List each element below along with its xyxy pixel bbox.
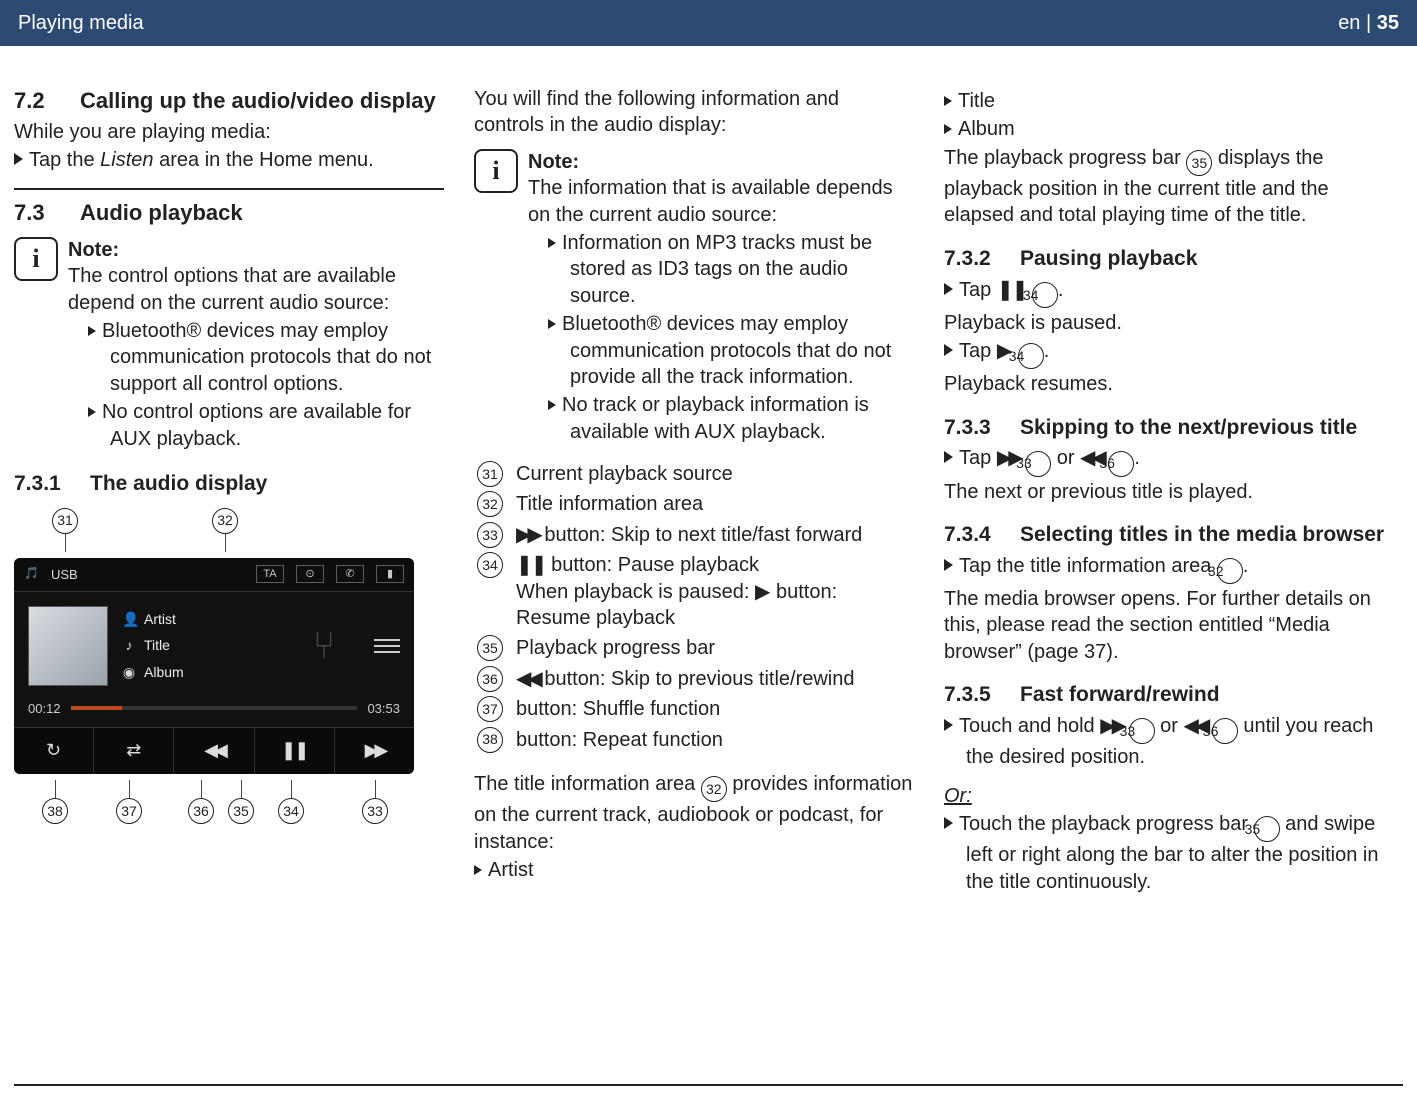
- or-label: Or:: [944, 783, 1403, 809]
- legend-33: 33 button: Skip to next title/fast forwa…: [474, 522, 914, 548]
- callout-36: 36: [188, 798, 214, 824]
- repeat-button[interactable]: ↻: [14, 728, 94, 774]
- while-playing: While you are playing media:: [14, 119, 444, 145]
- album-icon: ◉: [122, 663, 136, 681]
- fast-forward-icon: [516, 524, 539, 546]
- bullet-icon: [88, 407, 96, 417]
- legend-37: 37 button: Shuffle function: [474, 696, 914, 722]
- ta-badge: TA: [256, 565, 284, 583]
- callout-35: 35: [228, 798, 254, 824]
- heading-7-3-2: 7.3.2Pausing playback: [944, 245, 1403, 273]
- progress-explain: The playback progress bar 35 displays th…: [944, 145, 1403, 229]
- pause-icon: [516, 554, 546, 576]
- header-left: Playing media: [18, 12, 144, 35]
- callout-37: 37: [116, 798, 142, 824]
- callout-32: 32: [212, 508, 238, 534]
- footer-rule: [14, 1084, 1403, 1086]
- source-icon: 🎵: [24, 566, 39, 582]
- status-icon: ⊙: [296, 565, 324, 583]
- heading-7-3-1: 7.3.1 The audio display: [14, 470, 444, 498]
- next-button[interactable]: [335, 728, 414, 774]
- bullet-icon: [944, 96, 952, 106]
- callout-33: 33: [362, 798, 388, 824]
- tap-listen: Tap the Listen area in the Home menu.: [14, 147, 444, 173]
- rule: [14, 188, 444, 190]
- play-icon: [755, 581, 770, 603]
- time-total: 03:53: [367, 700, 400, 717]
- pause-button[interactable]: [255, 728, 335, 774]
- bullet-icon: [944, 451, 953, 463]
- bullet-icon: [944, 559, 953, 571]
- legend-34: 34 button: Pause playback When playback …: [474, 552, 914, 631]
- title-area-explain: The title information area 32 provides i…: [474, 771, 914, 855]
- title-info-area[interactable]: 👤Artist ♪Title ◉Album: [122, 610, 280, 681]
- phone-icon: ✆: [336, 565, 364, 583]
- time-elapsed: 00:12: [28, 700, 61, 717]
- pause-icon: [997, 279, 1027, 301]
- column-3: Title Album The playback progress bar 35…: [944, 86, 1403, 897]
- audio-display-figure: 31 32 🎵 USB TA ⊙ ✆ ▮ 👤Ar: [14, 508, 444, 824]
- note-7-3: i Note: The control options that are ava…: [14, 237, 444, 454]
- info-icon: i: [14, 237, 58, 281]
- legend-32: 32Title information area: [474, 491, 914, 517]
- progress-bar[interactable]: [71, 706, 358, 710]
- bullet-icon: [944, 719, 953, 731]
- rewind-icon: [516, 668, 539, 690]
- title-icon: ♪: [122, 636, 136, 654]
- callout-34: 34: [278, 798, 304, 824]
- source-label: USB: [51, 566, 78, 583]
- heading-7-3-5: 7.3.5Fast forward/rewind: [944, 681, 1403, 709]
- bullet-icon: [944, 817, 953, 829]
- note-col2: i Note: The information that is availabl…: [474, 149, 914, 447]
- shuffle-button[interactable]: ⇄: [94, 728, 174, 774]
- page-body: 7.2 Calling up the audio/video display W…: [0, 46, 1417, 917]
- bullet-icon: [944, 124, 952, 134]
- legend-35: 35Playback progress bar: [474, 635, 914, 661]
- usb-icon: ⑂: [294, 616, 354, 676]
- column-2: You will find the following information …: [474, 86, 914, 897]
- column-1: 7.2 Calling up the audio/video display W…: [14, 86, 444, 897]
- bullet-icon: [474, 865, 482, 875]
- legend-36: 36 button: Skip to previous title/rewind: [474, 666, 914, 692]
- bullet-icon: [88, 326, 96, 336]
- info-icon: i: [474, 149, 518, 193]
- bullet-icon: [548, 238, 556, 248]
- callout-31: 31: [52, 508, 78, 534]
- header-right: en | 35: [1338, 12, 1399, 35]
- battery-icon: ▮: [376, 565, 404, 583]
- heading-7-3-4: 7.3.4Selecting titles in the media brows…: [944, 521, 1403, 549]
- album-art: [28, 606, 108, 686]
- heading-7-2: 7.2 Calling up the audio/video display: [14, 86, 444, 115]
- prev-button[interactable]: [174, 728, 254, 774]
- legend-31: 31Current playback source: [474, 461, 914, 487]
- artist-icon: 👤: [122, 610, 136, 628]
- heading-7-3: 7.3 Audio playback: [14, 198, 444, 227]
- audio-device: 🎵 USB TA ⊙ ✆ ▮ 👤Artist ♪Title ◉Album: [14, 558, 414, 774]
- callout-38: 38: [42, 798, 68, 824]
- bullet-icon: [14, 153, 23, 165]
- col2-intro: You will find the following information …: [474, 86, 914, 139]
- bullet-icon: [944, 344, 953, 356]
- bullet-icon: [548, 319, 556, 329]
- bullet-icon: [944, 283, 953, 295]
- list-icon[interactable]: [374, 639, 400, 653]
- bullet-icon: [548, 400, 556, 410]
- page-header: Playing media en | 35: [0, 0, 1417, 46]
- heading-7-3-3: 7.3.3Skipping to the next/previous title: [944, 414, 1403, 442]
- legend-38: 38 button: Repeat function: [474, 727, 914, 753]
